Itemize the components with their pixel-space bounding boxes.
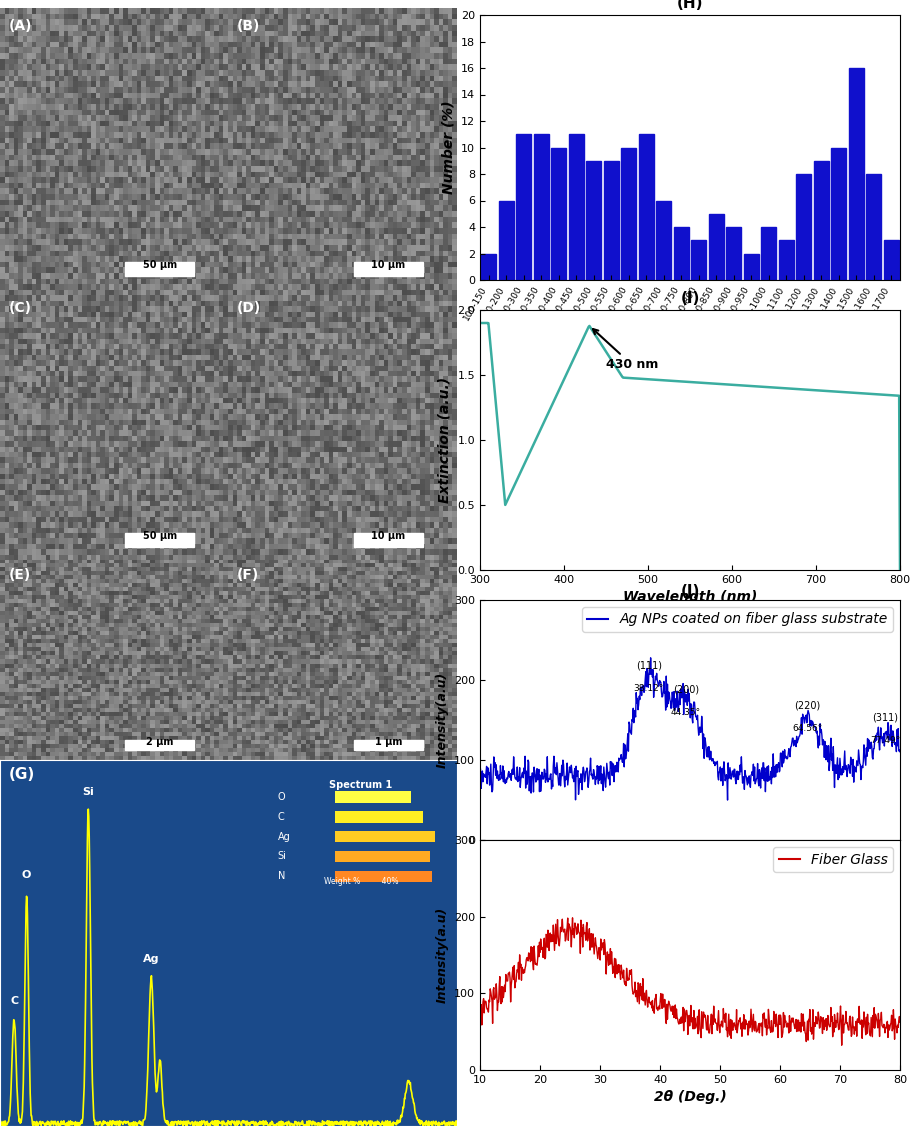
FancyBboxPatch shape — [125, 740, 194, 750]
Bar — [533, 134, 549, 280]
FancyBboxPatch shape — [354, 262, 423, 276]
Bar — [796, 175, 812, 280]
Y-axis label: Intensity(a.u): Intensity(a.u) — [436, 906, 448, 1003]
Bar — [552, 148, 566, 280]
Bar — [499, 200, 513, 280]
Text: 44.35°: 44.35° — [671, 708, 701, 717]
Y-axis label: Extinction (a.u.): Extinction (a.u.) — [438, 377, 452, 503]
Bar — [587, 161, 601, 280]
Text: (E): (E) — [9, 568, 31, 582]
Title: (I): (I) — [681, 291, 700, 306]
Text: 2 μm: 2 μm — [145, 738, 173, 747]
Text: C: C — [10, 995, 18, 1006]
Bar — [867, 175, 881, 280]
Text: (111): (111) — [636, 661, 662, 670]
Bar — [516, 134, 532, 280]
Bar — [481, 253, 496, 280]
Bar — [779, 240, 793, 280]
Y-axis label: Intensity(a.u): Intensity(a.u) — [436, 672, 448, 768]
Text: 1 μm: 1 μm — [374, 738, 402, 747]
Text: Si: Si — [82, 787, 94, 796]
Bar — [849, 68, 864, 280]
Text: (C): (C) — [9, 301, 32, 315]
FancyBboxPatch shape — [354, 740, 423, 750]
Bar — [569, 134, 584, 280]
Bar — [884, 240, 899, 280]
Text: (B): (B) — [237, 19, 261, 34]
Text: (220): (220) — [794, 700, 821, 711]
X-axis label: Size(nm): Size(nm) — [655, 338, 725, 351]
FancyBboxPatch shape — [125, 262, 194, 276]
Text: 10 μm: 10 μm — [371, 260, 405, 269]
X-axis label: Wavelength (nm): Wavelength (nm) — [623, 590, 758, 605]
Text: (200): (200) — [673, 685, 699, 695]
Text: 64.56°: 64.56° — [792, 724, 823, 733]
Legend: Fiber Glass: Fiber Glass — [773, 847, 893, 872]
FancyBboxPatch shape — [354, 533, 423, 546]
Bar — [709, 214, 724, 280]
Bar — [692, 240, 706, 280]
Text: (A): (A) — [9, 19, 33, 34]
Bar — [761, 227, 776, 280]
Bar — [832, 148, 846, 280]
Y-axis label: Number (%): Number (%) — [441, 100, 456, 195]
Bar — [656, 200, 672, 280]
Text: 50 μm: 50 μm — [143, 260, 177, 269]
Text: 10 μm: 10 μm — [371, 530, 405, 540]
Text: (311): (311) — [872, 713, 898, 723]
Text: 430 nm: 430 nm — [593, 329, 659, 372]
Bar — [727, 227, 741, 280]
Bar — [673, 227, 689, 280]
Text: Ag: Ag — [143, 954, 159, 964]
Bar — [744, 253, 759, 280]
Text: (F): (F) — [237, 568, 260, 582]
Title: (J): (J) — [681, 584, 700, 599]
Text: 38.12°: 38.12° — [633, 683, 664, 692]
X-axis label: 2θ (Deg.): 2θ (Deg.) — [653, 1090, 727, 1105]
Bar — [604, 161, 619, 280]
Bar — [639, 134, 653, 280]
Text: O: O — [22, 870, 31, 881]
Bar — [813, 161, 829, 280]
Legend: Ag NPs coated on fiber glass substrate: Ag NPs coated on fiber glass substrate — [582, 607, 893, 632]
Bar — [621, 148, 636, 280]
Text: 50 μm: 50 μm — [143, 530, 177, 540]
Text: (G): (G) — [9, 767, 36, 783]
Text: (D): (D) — [237, 301, 262, 315]
Text: 77.49°: 77.49° — [870, 736, 900, 745]
FancyBboxPatch shape — [125, 533, 194, 546]
Title: (H): (H) — [677, 0, 704, 11]
